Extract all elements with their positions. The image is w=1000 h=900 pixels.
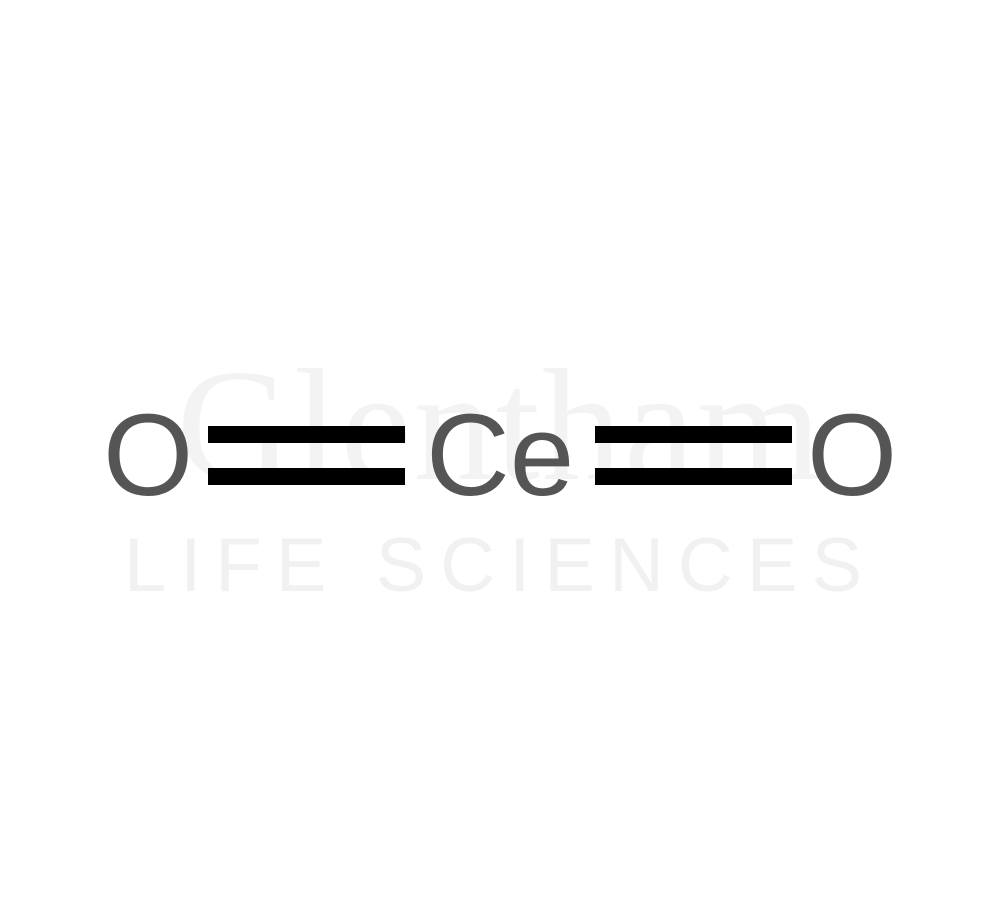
bond-line [208, 468, 405, 485]
watermark-subtitle: LIFE SCIENCES [124, 522, 876, 609]
atom-label: O [103, 397, 193, 513]
bond-line [208, 426, 405, 443]
atom-label: Ce [426, 397, 574, 513]
atom-label: O [807, 397, 897, 513]
bond-line [595, 426, 792, 443]
image-canvas: GlenthamLIFE SCIENCESOCeO [0, 0, 1000, 900]
bond-line [595, 468, 792, 485]
